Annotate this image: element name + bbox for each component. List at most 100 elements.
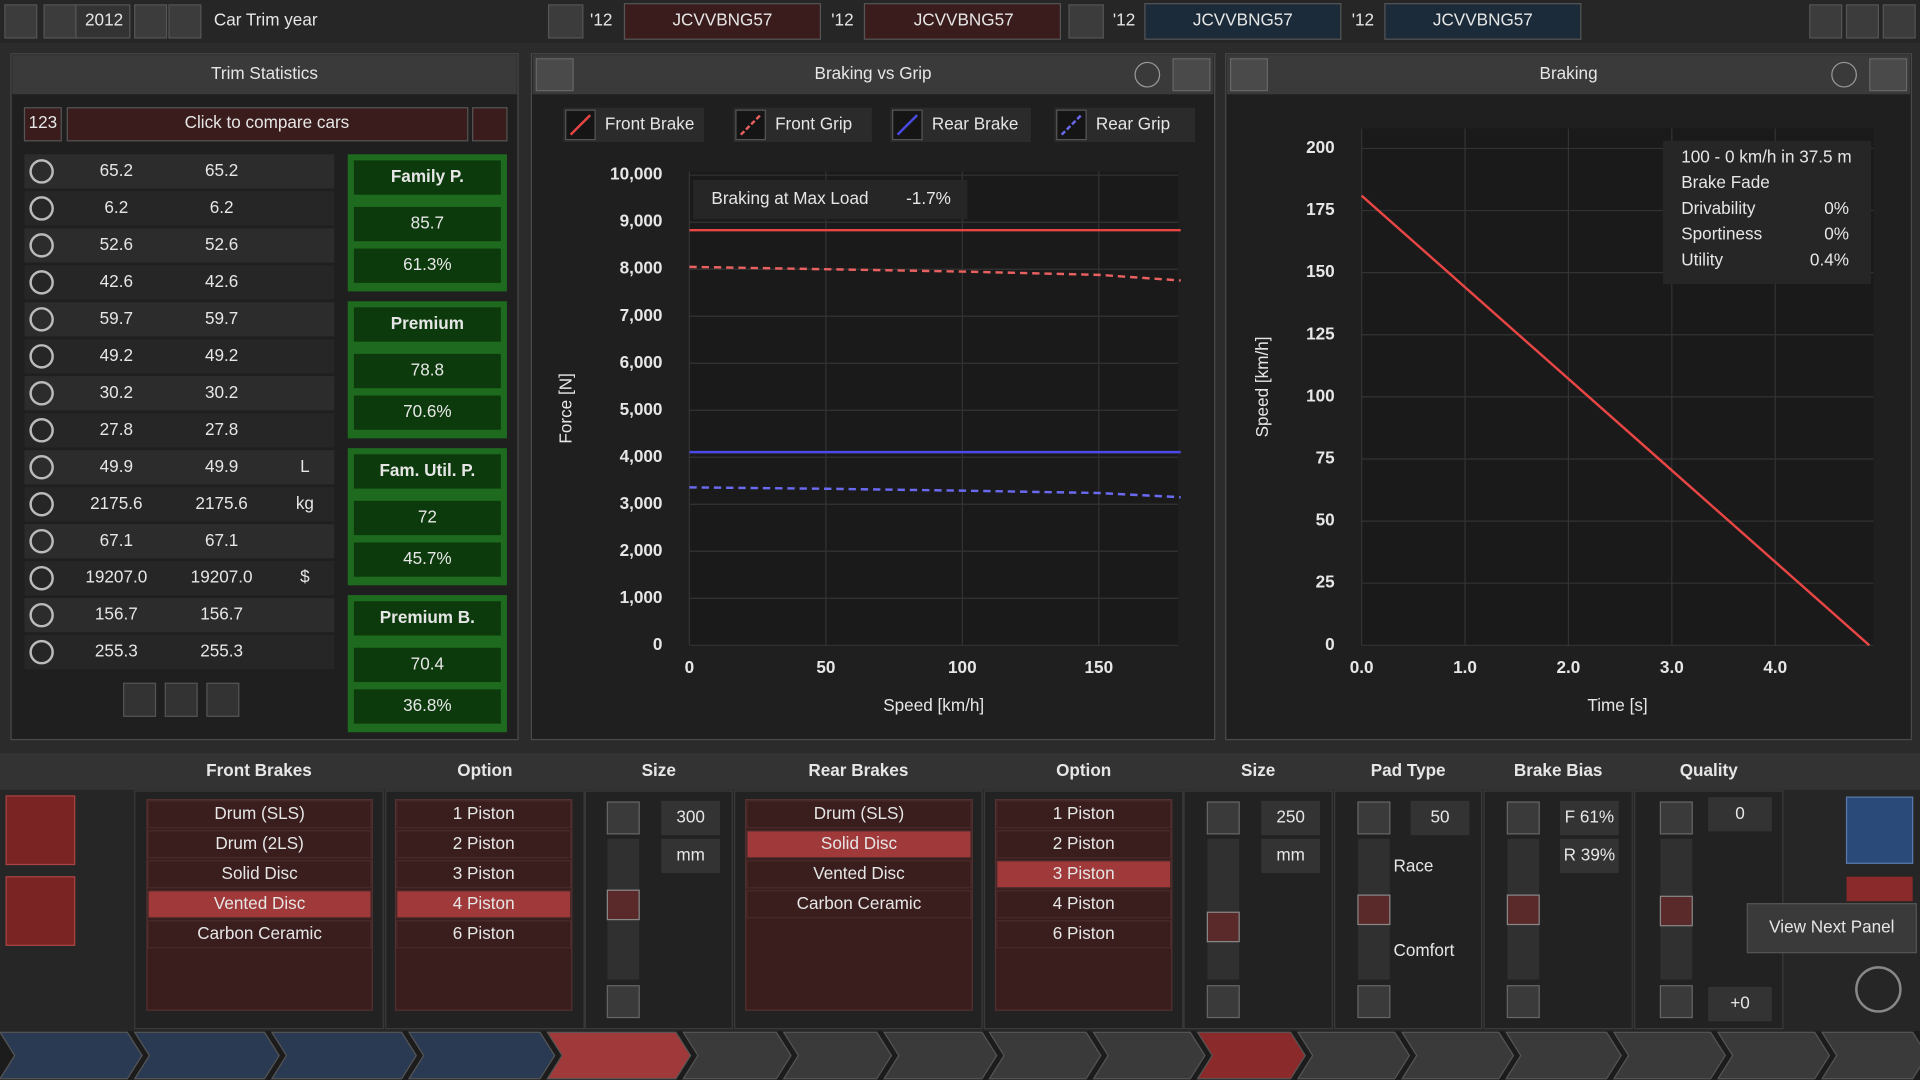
- back-button[interactable]: [5, 795, 76, 866]
- reset-button[interactable]: [206, 682, 240, 717]
- btn-prev[interactable]: [43, 4, 77, 39]
- stat-row: [24, 228, 335, 263]
- option-item[interactable]: [996, 800, 1172, 829]
- pad-type-high: Race: [1393, 855, 1433, 875]
- nav-tab[interactable]: [270, 1031, 418, 1080]
- top-button[interactable]: [1882, 4, 1916, 39]
- top-button[interactable]: [1809, 4, 1843, 39]
- annotation-label: Braking at Max Load: [711, 188, 868, 208]
- minus-button[interactable]: [606, 985, 640, 1019]
- slider-knob[interactable]: [1206, 911, 1240, 943]
- prev-panel-button[interactable]: [535, 58, 574, 92]
- option-label: 2 Piston: [1053, 833, 1115, 853]
- nav-tab[interactable]: [1612, 1031, 1727, 1080]
- stat-row: [24, 413, 335, 448]
- slider-knob[interactable]: [1659, 895, 1693, 927]
- option-item[interactable]: [147, 890, 372, 919]
- compare-button[interactable]: [66, 107, 469, 142]
- nav-tab[interactable]: [1716, 1031, 1831, 1080]
- stat-value: 156.7: [95, 604, 138, 624]
- nav-tab[interactable]: [1296, 1031, 1411, 1080]
- nav-tab[interactable]: [1820, 1031, 1920, 1080]
- option-item[interactable]: [746, 860, 972, 889]
- nav-tab[interactable]: [1400, 1031, 1515, 1080]
- stat-value: 49.9: [100, 456, 133, 476]
- nav-tab[interactable]: [988, 1031, 1102, 1080]
- next-panel-button[interactable]: [1846, 876, 1913, 902]
- export-button[interactable]: [123, 682, 157, 717]
- nav-tab[interactable]: [782, 1031, 893, 1080]
- minus-button[interactable]: [1506, 985, 1540, 1019]
- option-item[interactable]: [396, 800, 572, 829]
- stat-unit: kg: [296, 493, 314, 513]
- nav-tab[interactable]: [1092, 1031, 1206, 1080]
- nav-tab[interactable]: [0, 1031, 143, 1080]
- nav-tab[interactable]: [407, 1031, 556, 1080]
- plus-button[interactable]: [1357, 801, 1391, 835]
- option-item[interactable]: [746, 890, 972, 919]
- minus-button[interactable]: [1206, 985, 1240, 1019]
- car-icon[interactable]: [1068, 4, 1104, 39]
- car-icon[interactable]: [547, 4, 584, 39]
- option-item[interactable]: [996, 860, 1172, 889]
- stat-value: 2175.6: [90, 493, 142, 513]
- option-item[interactable]: [996, 830, 1172, 859]
- car-box[interactable]: [863, 3, 1062, 40]
- y-tick-label: 3,000: [620, 493, 663, 513]
- car-box[interactable]: [1384, 3, 1582, 40]
- next-panel-button[interactable]: [1172, 58, 1211, 92]
- slider-knob[interactable]: [1357, 894, 1391, 926]
- nav-tab[interactable]: [682, 1031, 792, 1080]
- plus-button[interactable]: [1659, 801, 1693, 835]
- compare-icon[interactable]: [472, 107, 508, 142]
- stat-icon: [29, 196, 54, 221]
- option-item[interactable]: [396, 830, 572, 859]
- nav-tab[interactable]: [133, 1031, 280, 1080]
- option-item[interactable]: [396, 920, 572, 949]
- help-button[interactable]: [1855, 966, 1902, 1013]
- option-item[interactable]: [396, 860, 572, 889]
- clear-button[interactable]: [164, 682, 198, 717]
- btn-last[interactable]: [168, 4, 202, 39]
- minus-button[interactable]: [1357, 985, 1391, 1019]
- nav-tab[interactable]: [546, 1031, 692, 1080]
- option-item[interactable]: [147, 920, 372, 949]
- nav-tab[interactable]: [882, 1031, 998, 1080]
- y-tick-label: 6,000: [620, 352, 663, 372]
- car-box[interactable]: [1144, 3, 1342, 40]
- help-button[interactable]: [1831, 61, 1857, 88]
- column-header: Brake Bias: [1514, 760, 1603, 780]
- option-item[interactable]: [746, 830, 972, 859]
- back-button[interactable]: [5, 876, 76, 946]
- group-score-box: [353, 647, 501, 683]
- car-box[interactable]: [623, 3, 822, 40]
- btn-first[interactable]: [4, 4, 38, 39]
- prev-panel-button[interactable]: [1230, 58, 1268, 92]
- option-item[interactable]: [147, 800, 372, 829]
- info-value: 0%: [1824, 224, 1849, 244]
- panel-header: [1226, 55, 1911, 95]
- option-item[interactable]: [996, 890, 1172, 919]
- minus-button[interactable]: [1659, 985, 1693, 1019]
- plus-button[interactable]: [1206, 801, 1240, 835]
- option-item[interactable]: [996, 920, 1172, 949]
- btn-next[interactable]: [134, 4, 168, 39]
- slider-knob[interactable]: [1506, 894, 1540, 926]
- option-item[interactable]: [147, 860, 372, 889]
- top-button[interactable]: [1845, 4, 1879, 39]
- help-button[interactable]: [1134, 61, 1161, 88]
- option-item[interactable]: [147, 830, 372, 859]
- next-panel-button[interactable]: [1869, 58, 1908, 92]
- nav-tab[interactable]: [1505, 1031, 1622, 1080]
- warning-button[interactable]: [1845, 796, 1914, 864]
- rear-size-unit: mm: [1276, 844, 1305, 864]
- option-item[interactable]: [396, 890, 572, 919]
- stat-compare: 30.2: [205, 382, 238, 402]
- group-name-box: [353, 160, 501, 195]
- plus-button[interactable]: [1506, 801, 1540, 835]
- nav-tab[interactable]: [1196, 1031, 1307, 1080]
- slider-knob[interactable]: [606, 889, 640, 921]
- y-tick-label: 100: [1306, 385, 1335, 405]
- option-item[interactable]: [746, 800, 972, 829]
- plus-button[interactable]: [606, 801, 640, 835]
